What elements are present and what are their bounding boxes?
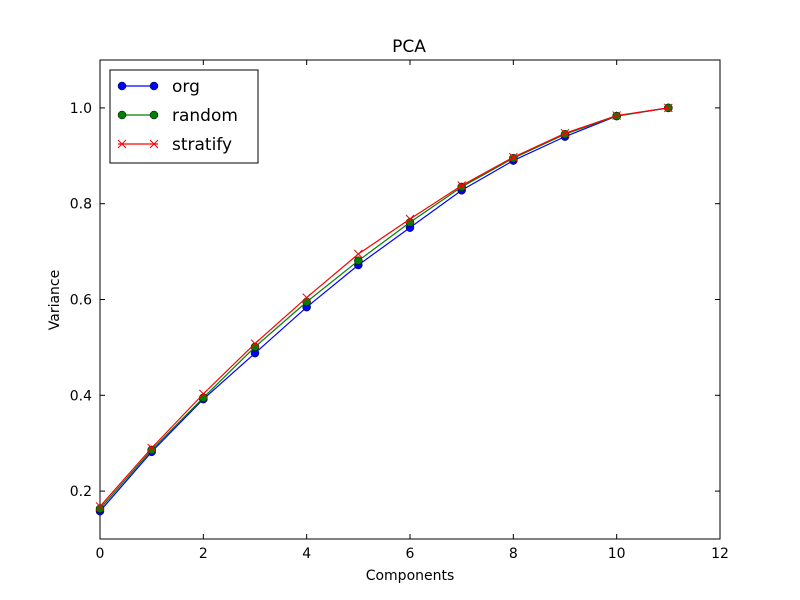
y-tick-label: 1.0 [70, 101, 92, 117]
y-tick-label: 0.4 [70, 388, 92, 404]
legend-marker [117, 81, 127, 91]
x-tick-label: 2 [199, 546, 208, 562]
legend: org random stratify [109, 69, 259, 164]
legend-marker [149, 139, 159, 149]
data-point-stratify [508, 152, 518, 162]
data-point-random [354, 256, 363, 265]
data-point-random [302, 297, 311, 307]
legend-marker [149, 110, 159, 120]
x-tick-label: 10 [608, 546, 626, 562]
legend-entry-org: org [117, 77, 200, 97]
data-point-stratify [250, 339, 260, 348]
data-point-stratify [405, 214, 415, 224]
legend-label: stratify [172, 135, 232, 155]
data-point-stratify [457, 181, 467, 190]
y-tick-label: 0.8 [70, 197, 92, 213]
data-point-stratify [95, 502, 105, 511]
data-point-stratify [612, 111, 622, 120]
series-line-stratify [99, 107, 669, 507]
y-tick-label: 0.2 [70, 484, 92, 500]
data-point-stratify [147, 443, 157, 453]
x-tick-label: 8 [509, 546, 518, 562]
legend-label: org [172, 77, 200, 97]
y-tick-label: 0.6 [70, 293, 92, 309]
x-tick-label: 6 [406, 546, 415, 562]
data-point-random [199, 393, 208, 402]
data-point-random [147, 445, 156, 455]
chart-title: PCA [392, 37, 426, 57]
x-tick-label: 0 [96, 546, 105, 562]
legend-marker [149, 81, 159, 91]
series-line-random [99, 107, 669, 510]
legend-marker [117, 110, 127, 120]
series-stratify [95, 103, 673, 511]
data-point-stratify [302, 293, 312, 302]
legend-entry-random: random [117, 106, 238, 126]
data-point-stratify [353, 249, 363, 259]
data-point-stratify [198, 389, 208, 399]
y-axis-label: Variance [47, 270, 63, 330]
x-tick-label: 4 [302, 546, 311, 562]
data-point-stratify [663, 103, 673, 113]
x-tick-label: 12 [711, 546, 729, 562]
legend-entry-stratify: stratify [117, 135, 232, 155]
plot-area: 0 2 4 6 8 10 12 0.2 0.4 0.6 0.8 1.0 [70, 59, 729, 562]
data-point-random [95, 504, 105, 514]
legend-marker [117, 139, 127, 149]
series-line-org [99, 107, 669, 512]
legend-label: random [172, 106, 238, 126]
series-org [95, 103, 673, 516]
series-random [95, 103, 673, 514]
x-axis-label: Components [366, 568, 455, 584]
data-point-stratify [560, 128, 570, 138]
